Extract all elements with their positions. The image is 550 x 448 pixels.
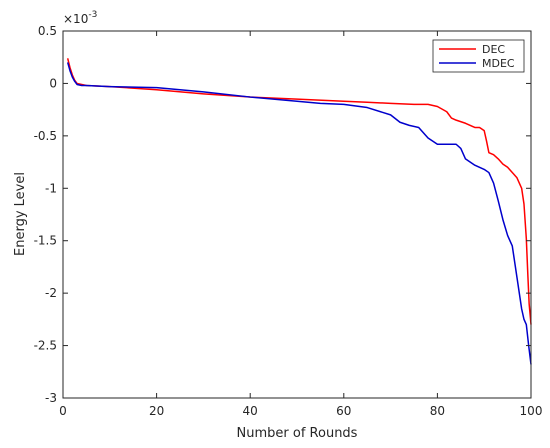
x-tick-label: 100 [520,404,543,418]
x-tick-label: 20 [149,404,164,418]
plot-area [63,31,531,398]
x-axis-ticks: 0 20 40 60 80 100 [59,31,542,418]
series-line-mdec [66,62,532,365]
y-tick-label: -2 [45,286,57,300]
legend-box [432,39,525,73]
y-axis-multiplier-base: ×10 [63,12,88,26]
y-tick-label: 0 [49,76,57,90]
y-tick-label: -2.5 [34,339,57,353]
y-axis-multiplier: ×10-3 [63,10,97,26]
series-layer [66,58,532,365]
y-axis-multiplier-exponent: -3 [88,10,97,20]
x-tick-label: 80 [430,404,445,418]
legend: DEC MDEC [432,39,525,73]
y-axis-ticks: -3 -2.5 -2 -1.5 -1 -0.5 0 0.5 [34,24,531,405]
x-tick-label: 40 [243,404,258,418]
y-tick-label: -0.5 [34,129,57,143]
legend-label-mdec: MDEC [482,57,515,70]
y-tick-label: 0.5 [38,24,57,38]
y-tick-label: -1.5 [34,234,57,248]
plot-frame [62,30,532,399]
y-tick-label: -1 [45,181,57,195]
x-tick-label: 0 [59,404,67,418]
legend-label-dec: DEC [482,43,505,56]
y-axis-label: Energy Level [13,172,28,256]
x-tick-label: 60 [336,404,351,418]
y-tick-label: -3 [45,391,57,405]
x-axis-label: Number of Rounds [237,426,358,441]
